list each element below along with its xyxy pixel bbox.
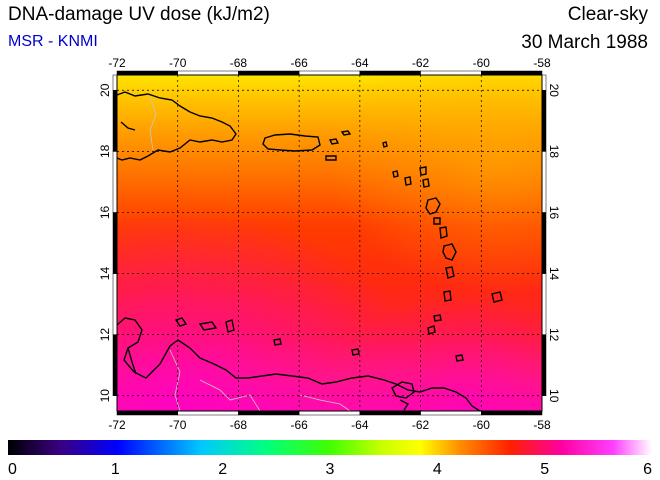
date-label: 30 March 1988 [521,32,648,53]
lat-tick-label: 12 [98,328,112,342]
lon-tick-label: -58 [533,56,551,70]
lon-tick-label: -70 [169,418,187,432]
frame-bar-bottom [116,410,178,416]
frame-bar-top [359,70,421,76]
lon-tick-label: -66 [290,56,308,70]
lat-tick-label: 10 [98,389,112,403]
frame-bar-right [541,334,547,396]
frame-bar-right [541,74,547,91]
source-label: MSR - KNMI [8,33,98,50]
lon-tick-label: -72 [108,418,126,432]
lon-tick-label: -72 [108,56,126,70]
lon-tick-label: -60 [473,56,491,70]
martinique-coast [442,243,457,261]
frame-bar-top [238,70,300,76]
map-grid [117,75,542,411]
lat-tick-label: 14 [547,267,561,281]
colorbar-tick-label: 3 [326,461,335,478]
lat-tick-label: 20 [98,83,112,97]
uv-field [117,75,542,411]
frame-bar-bottom [359,410,421,416]
lon-tick-label: -66 [290,418,308,432]
frame-bar-left [112,273,118,335]
colorbar [8,440,652,455]
frame-bar-right [541,90,547,152]
lon-tick-label: -64 [351,418,369,432]
lat-tick-label: 14 [98,267,112,281]
colorbar-tick-label: 0 [8,461,17,478]
colorbar-tick-label: 5 [540,461,549,478]
trinidad-coast [391,381,415,399]
frame-bar-left [112,212,118,274]
colorbar-tick-label: 1 [111,461,120,478]
lat-tick-label: 10 [547,389,561,403]
coastlines [117,91,503,411]
colorbar-tick-label: 2 [218,461,227,478]
frame-bar-bottom [298,410,361,416]
colorbar-tick-label: 6 [643,461,652,478]
lon-tick-labels-top: -72 -70 -68 -66 -64 -62 -60 -58 [108,56,551,76]
lon-tick-label: -60 [473,418,491,432]
frame-bar-top [298,70,361,76]
frame-bar-right [541,151,547,213]
frame-bar-bottom [177,410,239,416]
frame-bar-left [112,74,118,91]
lon-tick-label: -70 [169,56,187,70]
lat-tick-label: 20 [547,84,561,98]
lon-tick-labels-bottom: -72 -70 -68 -66 -64 -62 -60 -58 [108,410,551,432]
map-frame [116,74,543,412]
puerto-rico-coast [262,133,321,152]
guadeloupe-coast [425,197,441,215]
lat-tick-label: 12 [547,328,561,342]
lat-tick-label: 18 [547,145,561,159]
frame-bar-top [420,70,482,76]
frame-bar-left [112,90,118,152]
lat-tick-label: 16 [547,206,561,220]
frame-bar-left [112,151,118,213]
frame-bar-bottom [238,410,300,416]
lon-tick-label: -64 [351,56,369,70]
colorbar-ticks: 0 1 2 3 4 5 6 [8,461,652,478]
lon-tick-label: -58 [533,418,551,432]
lon-tick-label: -68 [230,418,248,432]
map-title: DNA-damage UV dose (kJ/m2) [8,4,270,25]
frame-bar-top [116,70,178,76]
frame-bar-right [541,273,547,335]
lat-tick-labels-right: 10 12 14 16 18 20 [541,74,561,403]
lat-tick-labels-left: 10 12 14 16 18 20 [98,74,118,403]
lon-tick-label: -62 [412,418,430,432]
lat-tick-label: 16 [98,205,112,219]
frame-bar-right [541,212,547,274]
frame-bar-top [177,70,239,76]
lon-tick-label: -62 [412,56,430,70]
lat-tick-label: 18 [98,144,112,158]
frame-bar-left [112,334,118,396]
colorbar-tick-label: 4 [433,461,442,478]
frame-bar-top [481,70,543,76]
hispaniola-coast [117,91,237,161]
south-america-coast [117,317,481,411]
lon-tick-label: -68 [230,56,248,70]
sky-condition-label: Clear-sky [567,4,648,25]
frame-bar-bottom [420,410,482,416]
frame-bar-bottom [481,410,543,416]
borders [149,95,351,411]
